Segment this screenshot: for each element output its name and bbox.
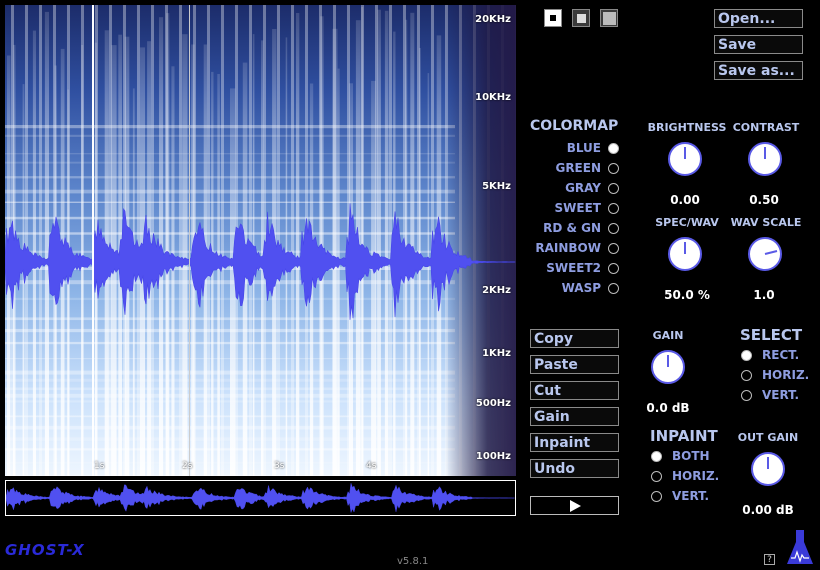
contrast-label: CONTRAST (732, 121, 800, 134)
spec-wav-knob[interactable] (668, 237, 702, 271)
freq-label-1khz: 1KHz (482, 348, 511, 359)
version-label: v5.8.1 (397, 556, 429, 567)
select-radio-rect[interactable] (741, 350, 752, 361)
copy-button[interactable]: Copy (530, 329, 619, 348)
spec-wav-label: SPEC/WAV (655, 216, 719, 229)
save-as-button[interactable]: Save as... (714, 61, 803, 80)
time-label-4s: 4s (366, 461, 377, 471)
help-button[interactable]: ? (764, 554, 775, 565)
playhead-cursor[interactable] (92, 5, 94, 476)
waveform-overlay (5, 203, 516, 320)
colormap-radio-blue[interactable] (608, 143, 619, 154)
colormap-radio-wasp[interactable] (608, 283, 619, 294)
colormap-radio-gray[interactable] (608, 183, 619, 194)
colormap-option-label: GRAY (565, 181, 601, 195)
out-gain-value: 0.00 dB (742, 503, 794, 517)
waveform-overview[interactable] (5, 480, 516, 516)
contrast-knob[interactable] (748, 142, 782, 176)
brightness-knob[interactable] (668, 142, 702, 176)
colormap-option-label: RD & GN (543, 221, 601, 235)
colormap-title: COLORMAP (530, 118, 619, 134)
paste-button[interactable]: Paste (530, 355, 619, 374)
freq-label-500hz: 500Hz (475, 398, 511, 409)
gain-knob[interactable] (651, 350, 685, 384)
spectrogram-view[interactable]: 20KHz 10KHz 5KHz 2KHz 1KHz 500Hz 100Hz 1… (5, 5, 516, 476)
time-label-2s: 2s (182, 461, 193, 471)
gain-value: 0.0 dB (646, 401, 690, 415)
freq-label-2khz: 2KHz (482, 285, 511, 296)
wav-scale-value: 1.0 (753, 288, 775, 302)
freq-label-20khz: 20KHz (475, 14, 511, 25)
inpaint-option-label: BOTH (672, 449, 710, 463)
gain-button[interactable]: Gain (530, 407, 619, 426)
undo-button[interactable]: Undo (530, 459, 619, 478)
cut-button[interactable]: Cut (530, 381, 619, 400)
inpaint-option-label: HORIZ. (672, 469, 720, 483)
colormap-radio-rainbow[interactable] (608, 243, 619, 254)
time-label-1s: 1s (94, 461, 105, 471)
out-gain-label: OUT GAIN (737, 431, 799, 444)
view-large-button[interactable] (600, 9, 618, 27)
time-label-3s: 3s (274, 461, 285, 471)
colormap-option-label: SWEET (554, 201, 601, 215)
select-radio-horiz[interactable] (741, 370, 752, 381)
wav-scale-label: WAV SCALE (730, 216, 802, 229)
out-gain-knob[interactable] (751, 452, 785, 486)
spectrogram-noise-region (445, 5, 516, 476)
colormap-option-label: SWEET2 (546, 261, 601, 275)
play-icon (569, 499, 581, 512)
freq-label-10khz: 10KHz (475, 92, 511, 103)
colormap-radio-sweet[interactable] (608, 203, 619, 214)
select-option-label: VERT. (762, 388, 800, 402)
colormap-option-label: BLUE (566, 141, 601, 155)
inpaint-radio-horiz[interactable] (651, 471, 662, 482)
save-button[interactable]: Save (714, 35, 803, 54)
spec-wav-value: 50.0 % (664, 288, 710, 302)
view-medium-button[interactable] (572, 9, 590, 27)
colormap-radio-sweet2[interactable] (608, 263, 619, 274)
small-square-icon (550, 15, 556, 21)
brightness-value: 0.00 (670, 193, 700, 207)
colormap-radio-rd-gn[interactable] (608, 223, 619, 234)
colormap-option-label: GREEN (555, 161, 601, 175)
open-button[interactable]: Open... (714, 9, 803, 28)
inpaint-title: INPAINT (650, 427, 718, 445)
inpaint-radio-vert[interactable] (651, 491, 662, 502)
view-small-button[interactable] (544, 9, 562, 27)
select-radio-vert[interactable] (741, 390, 752, 401)
inpaint-radio-both[interactable] (651, 451, 662, 462)
overview-waveform (6, 483, 515, 514)
inpaint-option-label: VERT. (672, 489, 710, 503)
flask-logo-icon (786, 530, 814, 570)
ghost-x-logo: GHOST-X (5, 541, 85, 559)
large-square-icon (602, 11, 616, 25)
select-option-label: HORIZ. (762, 368, 810, 382)
select-title: SELECT (740, 326, 803, 344)
freq-label-100hz: 100Hz (475, 451, 511, 462)
colormap-radio-green[interactable] (608, 163, 619, 174)
inpaint-button[interactable]: Inpaint (530, 433, 619, 452)
gain-label: GAIN (652, 329, 684, 342)
freq-label-5khz: 5KHz (482, 181, 511, 192)
medium-square-icon (576, 13, 586, 23)
colormap-option-label: WASP (561, 281, 601, 295)
brightness-label: BRIGHTNESS (647, 121, 727, 134)
contrast-value: 0.50 (749, 193, 779, 207)
colormap-option-label: RAINBOW (535, 241, 601, 255)
play-button[interactable] (530, 496, 619, 515)
selection-cursor[interactable] (189, 5, 190, 476)
select-option-label: RECT. (762, 348, 800, 362)
wav-scale-knob[interactable] (748, 237, 782, 271)
